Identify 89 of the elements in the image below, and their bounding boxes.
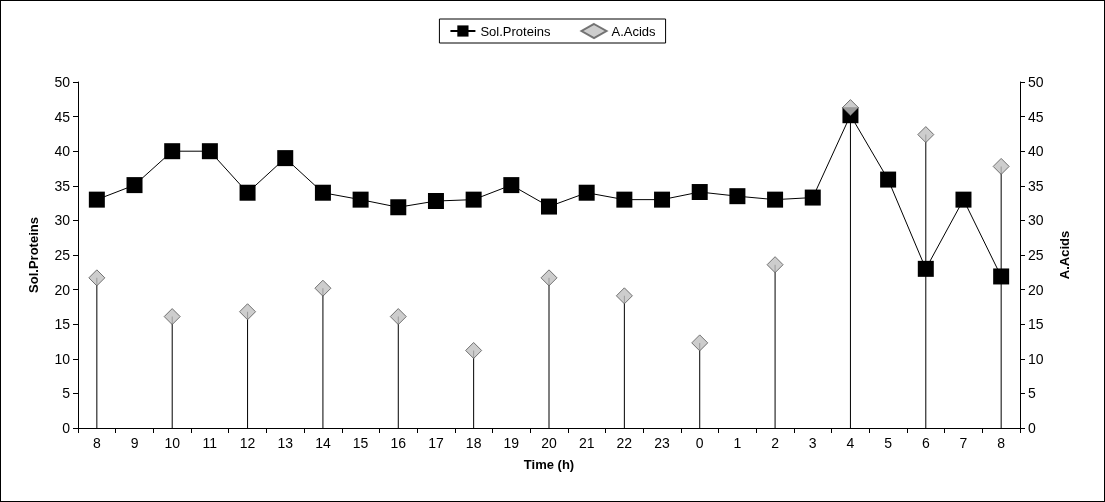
x-tick-label: 18 — [465, 435, 482, 451]
x-tick-label: 5 — [884, 435, 893, 451]
x-tick-label: 23 — [654, 435, 671, 451]
y-tick-label: 40 — [54, 143, 71, 160]
y-tick-label: 25 — [54, 247, 71, 263]
point — [955, 191, 972, 208]
legend-label: Sol.Proteins — [480, 23, 552, 39]
x-tick-label: 3 — [808, 435, 817, 451]
point — [993, 268, 1010, 285]
point — [465, 191, 482, 208]
y2-axis-title: A.Acids — [1057, 230, 1072, 280]
point — [654, 191, 671, 208]
point — [541, 198, 557, 215]
y2-tick-label: 25 — [1028, 247, 1044, 263]
point — [578, 184, 595, 201]
point — [729, 188, 746, 205]
y2-tick-label: 35 — [1028, 177, 1044, 194]
point — [465, 342, 483, 359]
y2-tick-label: 40 — [1028, 143, 1044, 160]
point — [992, 157, 1010, 175]
x-tick-label: 4 — [846, 435, 855, 451]
point — [88, 191, 105, 208]
point — [163, 308, 181, 326]
x-tick-label: 6 — [921, 435, 930, 451]
x-tick-label: 0 — [695, 435, 704, 451]
x-tick-label: 22 — [616, 435, 633, 451]
point — [804, 189, 821, 206]
x-tick-label: 20 — [541, 435, 557, 451]
y-axis-title: Sol.Proteins — [26, 217, 41, 293]
y-tick-label: 5 — [62, 385, 71, 402]
x-tick-label: 17 — [428, 435, 444, 451]
point — [277, 150, 294, 167]
y2-tick-label: 15 — [1028, 316, 1044, 333]
x-axis-title: Time (h) — [523, 457, 575, 472]
y-tick-label: 45 — [54, 108, 71, 125]
point — [314, 184, 331, 201]
point — [767, 191, 784, 208]
point — [389, 308, 407, 326]
y-tick-label: 30 — [54, 212, 71, 229]
point — [841, 99, 859, 117]
y-tick-label: 20 — [54, 281, 71, 298]
point — [691, 184, 708, 201]
point — [540, 269, 558, 287]
x-tick-label: 21 — [578, 435, 595, 451]
x-tick-label: 14 — [315, 435, 331, 451]
y2-tick-label: 50 — [1028, 74, 1044, 90]
y-tick-label: 15 — [54, 316, 71, 333]
legend-label: A.Acids — [611, 23, 657, 39]
x-tick-label: 2 — [771, 435, 780, 451]
x-tick-label: 19 — [503, 435, 520, 451]
point — [917, 260, 934, 277]
y-tick-label: 50 — [54, 74, 71, 90]
y2-tick-label: 5 — [1028, 385, 1036, 402]
x-tick-label: 8 — [997, 435, 1006, 451]
y-tick-label: 10 — [54, 350, 71, 367]
y2-tick-label: 20 — [1028, 281, 1044, 298]
y2-tick-label: 45 — [1028, 108, 1044, 125]
point — [503, 177, 520, 194]
point — [766, 256, 784, 274]
x-tick-label: 11 — [202, 435, 218, 451]
point — [390, 199, 407, 216]
x-tick-label: 9 — [130, 435, 139, 451]
y2-tick-label: 0 — [1028, 420, 1036, 436]
point — [615, 287, 633, 305]
point — [616, 191, 633, 208]
x-tick-label: 8 — [92, 435, 101, 451]
x-tick-label: 15 — [352, 435, 369, 451]
x-tick-label: 7 — [959, 435, 968, 451]
point — [352, 191, 369, 208]
point — [917, 126, 935, 144]
point — [239, 184, 256, 201]
y-tick-label: 35 — [54, 177, 71, 194]
point — [201, 143, 218, 160]
x-tick-label: 16 — [390, 435, 407, 451]
point — [88, 269, 106, 287]
x-tick-label: 12 — [239, 435, 256, 451]
x-tick-label: 1 — [733, 435, 742, 451]
y2-tick-label: 30 — [1028, 212, 1044, 229]
point — [314, 279, 332, 297]
point — [880, 171, 897, 188]
point — [126, 177, 143, 194]
x-tick-label: 10 — [164, 435, 181, 451]
y-tick-label: 0 — [62, 420, 71, 436]
point — [427, 193, 444, 210]
point — [691, 334, 709, 352]
x-tick-label: 13 — [277, 435, 294, 451]
point — [239, 303, 257, 321]
y2-tick-label: 10 — [1028, 350, 1044, 367]
point — [164, 143, 181, 160]
